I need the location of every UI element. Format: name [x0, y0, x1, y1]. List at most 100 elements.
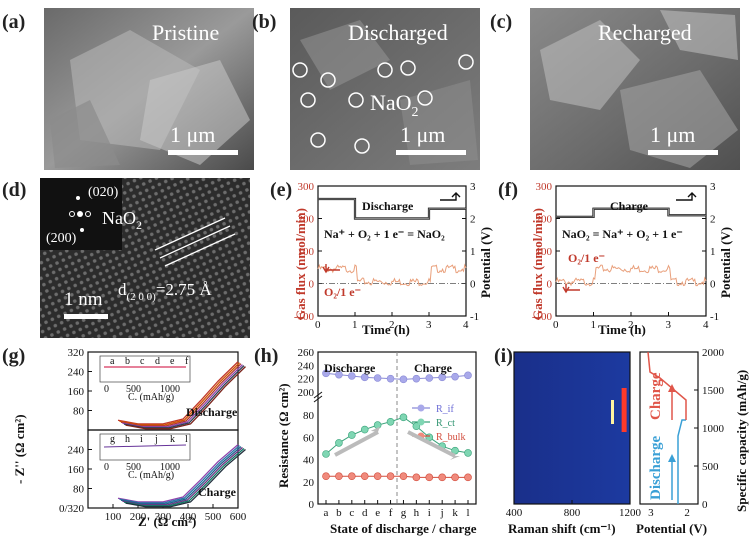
x-tick-label-i2: 2 — [684, 507, 690, 519]
inset-xlabel-bottom: C. (mAh/g) — [128, 470, 174, 481]
point-r_bulk — [348, 472, 356, 481]
y-tick-label-i2: 1000 — [702, 423, 725, 435]
point-r_if — [335, 370, 343, 379]
xlabel-f: Time (h) — [598, 322, 646, 337]
x-tick-label-f: 2 — [628, 319, 634, 331]
panel-label-c: (c) — [490, 11, 512, 33]
nyquist-curve-discharge — [120, 363, 242, 427]
charge-label-i: Charge — [648, 372, 664, 420]
scale-label-c: 1 μm — [650, 122, 695, 147]
point-r_bulk — [335, 472, 343, 481]
xlabel-i: Raman shift (cm⁻¹) — [508, 521, 616, 536]
scale-label-b: 1 μm — [400, 122, 445, 147]
panel-label-h: (h) — [254, 345, 278, 367]
inset-letter-bottom: h — [125, 434, 130, 445]
discharge-curve — [677, 419, 686, 504]
point-r_if — [348, 372, 356, 380]
y-tick-label-h-low: 40 — [303, 455, 315, 467]
panel-label-b: (b) — [252, 11, 276, 33]
series-potential-highlight-f — [556, 208, 706, 218]
inset-tick-bottom: 500 — [126, 462, 141, 473]
discharge-label-h: Discharge — [324, 361, 376, 375]
y2label-e: Potential (V) — [478, 227, 493, 298]
y-tick-label-i2: 2000 — [702, 347, 725, 359]
x-tick-label-e: 4 — [463, 319, 469, 331]
panel-g: (g) 100 200 300 400 500 600 80 160 240 320 0/320 80… — [2, 345, 247, 529]
panel-d: (020) (200) NaO2 d(2 0 0)=2.75 Å 1 nm (d… — [2, 178, 250, 338]
tag-charge-g: Charge — [198, 485, 237, 499]
charge-curve — [647, 351, 687, 420]
point-r_ct — [464, 449, 472, 457]
arrow-right-axis-e — [440, 192, 461, 201]
y-tick-label-e: 200 — [298, 214, 315, 226]
charge-label-h: Charge — [414, 361, 453, 375]
xlabel-i2: Potential (V) — [636, 521, 707, 536]
x-tick-label-g: 300 — [155, 511, 172, 523]
fft-spot-020: (020) — [88, 185, 119, 200]
y-tick-label-f: -100 — [532, 311, 553, 323]
nyquist-curve-charge — [122, 447, 243, 506]
nyquist-curve-charge — [125, 449, 246, 508]
capacity-profile-frame — [639, 351, 699, 505]
y-tick-label-h-low: 0 — [309, 499, 315, 511]
axes-i2: 3 20 500 1000 1500 2000 — [648, 347, 724, 519]
point-r_ct — [335, 439, 343, 447]
y-tick-label-g-bottom: 160 — [68, 464, 85, 476]
panel-b: (b) Discharged NaO2 1 μm — [252, 8, 480, 170]
x-tick-label-h: h — [414, 507, 420, 519]
y-tick-label-i2: 1500 — [702, 385, 725, 397]
inset-letter-top: d — [155, 356, 160, 367]
y-tick-label-i2: 500 — [702, 461, 719, 473]
d-spacing-label: d(2 0 0)=2.75 Å — [118, 280, 212, 303]
inset-xlabel-top: C. (mAh/g) — [128, 392, 174, 403]
inset-tick-bottom: 1000 — [160, 462, 180, 473]
y-tick-label-h-low: 80 — [303, 410, 315, 422]
y-tick-label-h-high: 260 — [298, 347, 315, 359]
xlabel-h: State of discharge / charge — [330, 521, 477, 536]
nyquist-curve-charge — [117, 444, 239, 503]
x-tick-label-h: a — [324, 507, 329, 519]
inset-letter-top: a — [110, 356, 115, 367]
x-tick-label-f: 1 — [591, 319, 597, 331]
xlabel-g: Z' (Ω cm²) — [138, 514, 196, 529]
series-line-r_bulk — [326, 475, 468, 478]
panel-label-f: (f) — [498, 179, 518, 201]
nyquist-curve-charge — [119, 445, 240, 504]
x-tick-label-e: 3 — [426, 319, 432, 331]
y-tick-label-f: 0 — [547, 279, 553, 291]
y2-tick-label-e: 3 — [470, 181, 476, 193]
y-tick-label-g-bottom: 240 — [68, 445, 85, 457]
axis-break-h — [313, 391, 323, 399]
panel-label-d: (d) — [2, 179, 26, 201]
x-tick-label-h: c — [349, 507, 354, 519]
arrow-right-axis-f — [676, 192, 697, 201]
o2-label-e: O₂/1 e⁻ — [324, 285, 361, 299]
series-e — [317, 197, 467, 287]
panel-label-a: (a) — [2, 11, 25, 33]
point-r_bulk — [451, 473, 459, 482]
point-r_if — [399, 375, 408, 384]
point-r_ct — [412, 422, 421, 431]
point-r_bulk — [399, 472, 408, 481]
legend-rbulk: R_bulk — [436, 432, 465, 443]
y2-tick-label-f: 1 — [710, 246, 716, 258]
sem-title-pristine: Pristine — [152, 20, 219, 45]
point-r_if — [451, 372, 459, 381]
inset-top — [99, 355, 191, 383]
scale-label-a: 1 μm — [170, 122, 215, 147]
y2-tick-label-f: 0 — [710, 279, 716, 291]
x-tick-label-i: 800 — [564, 507, 581, 519]
x-tick-label-h: l — [466, 507, 469, 519]
mode-label-f: Charge — [610, 199, 649, 213]
ylabel-e: Gas flux (nmol/min) — [293, 208, 308, 320]
y2-tick-label-f: -1 — [710, 311, 719, 323]
y-tick-label-g-top: 80 — [73, 406, 85, 418]
inset-bottom — [99, 433, 191, 461]
point-r_bulk — [464, 473, 472, 482]
nyquist-curve-discharge — [125, 366, 246, 430]
series-potential-highlight-e — [318, 198, 466, 219]
